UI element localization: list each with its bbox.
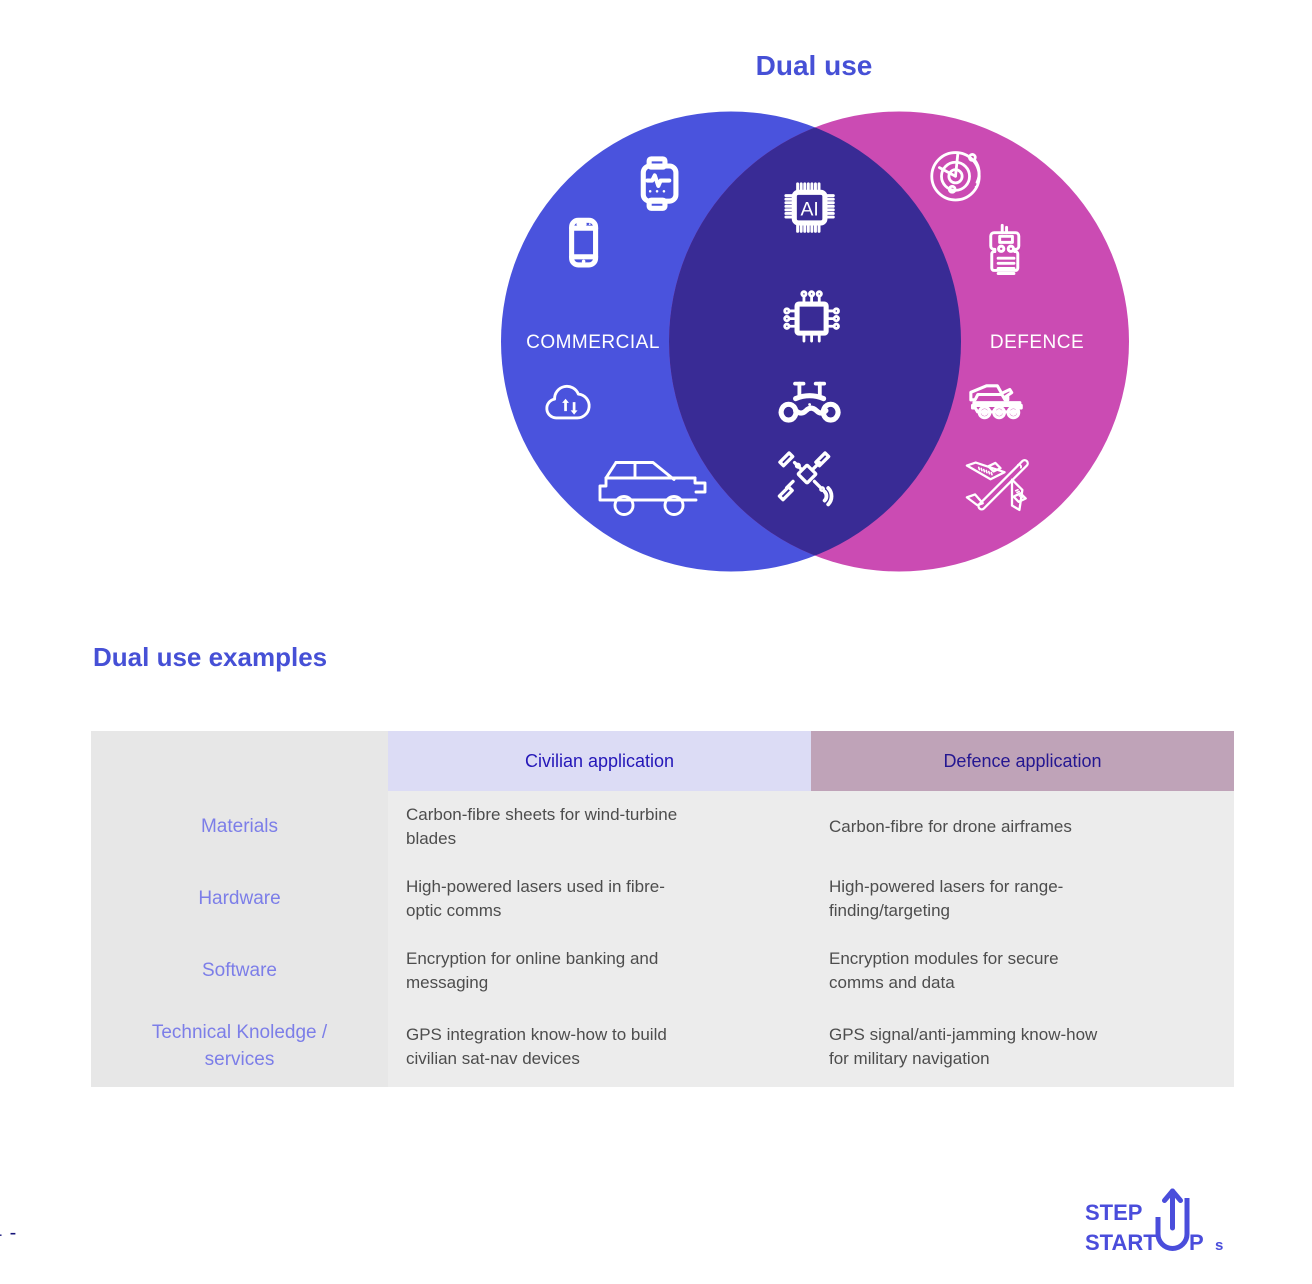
svg-text:AI: AI <box>800 198 818 220</box>
svg-text:COMMERCIAL: COMMERCIAL <box>526 332 660 353</box>
svg-text:P: P <box>1189 1230 1204 1255</box>
svg-text:STEP: STEP <box>1085 1200 1142 1225</box>
svg-text:s: s <box>1215 1237 1223 1254</box>
svg-text:START: START <box>1085 1230 1157 1255</box>
svg-text:DEFENCE: DEFENCE <box>990 332 1084 353</box>
